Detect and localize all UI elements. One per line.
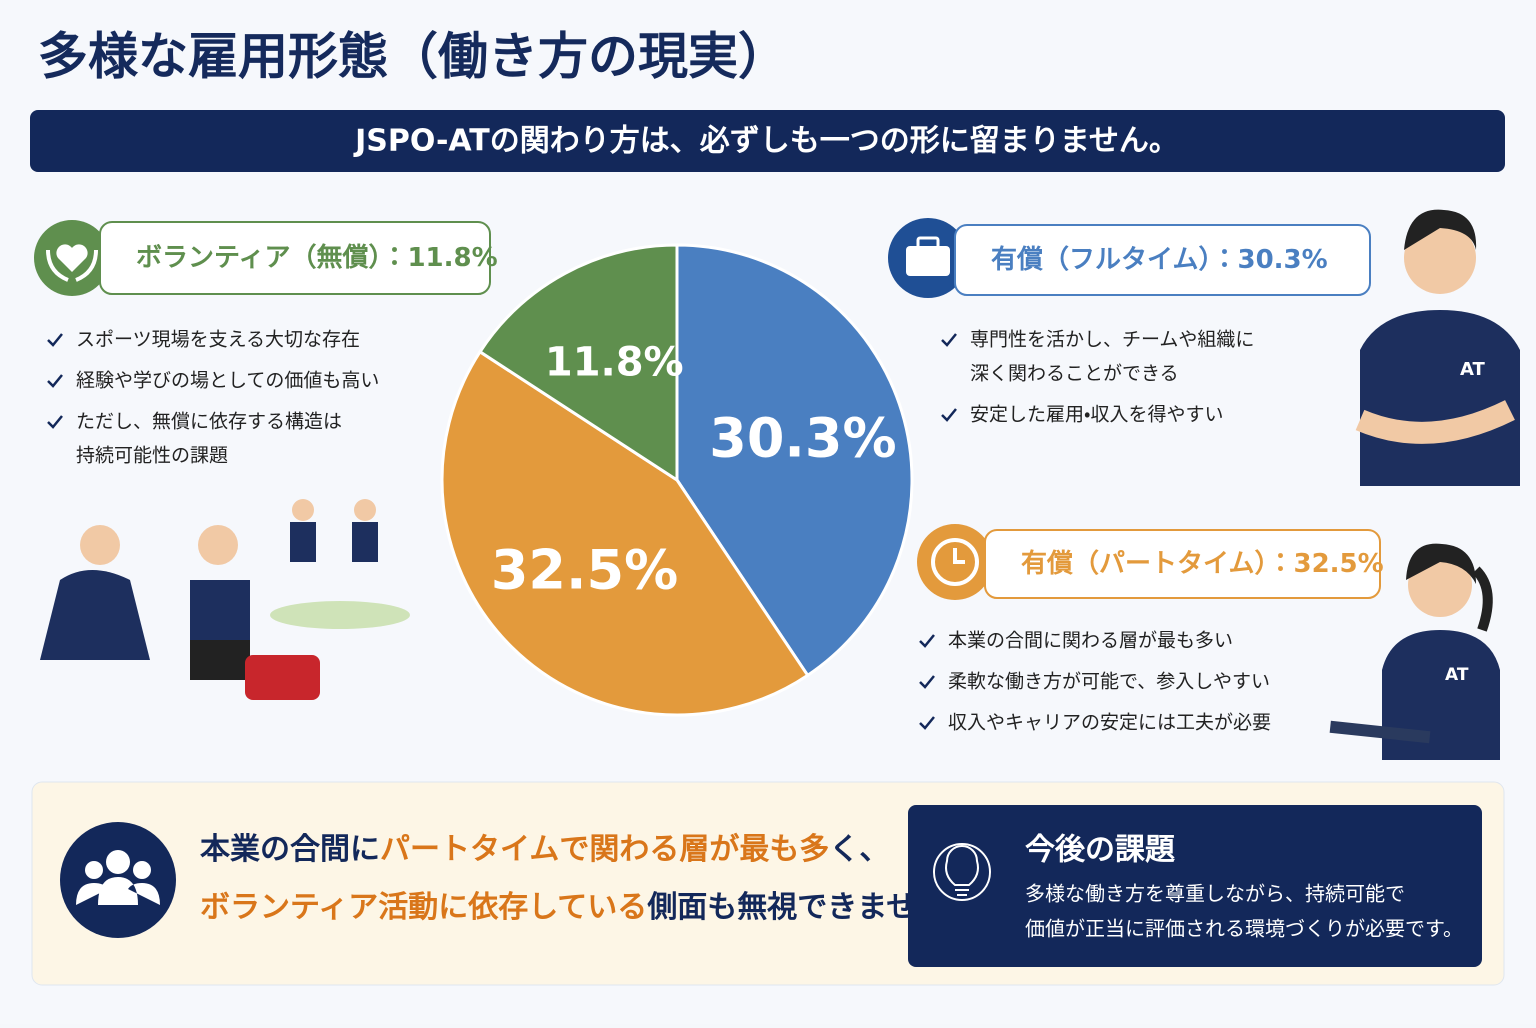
summary-segment: く、 [829,832,889,867]
bullet-text: 安定した雇用・収入を得やすい [970,404,1223,426]
check-mark [47,333,63,347]
clock-icon [917,524,993,600]
summary-segment: ボランティア活動に依存している [200,890,647,925]
bullet-text: 柔軟な働き方が可能で、参入しやすい [948,671,1270,693]
people-icon [60,822,176,938]
summary-segment: 本業の合間に [200,832,380,867]
callout-box [954,224,1371,296]
callout-box [984,529,1381,599]
bullet-text: 専門性を活かし、チームや組織に [970,329,1254,351]
challenge-box [908,805,1482,967]
volunteer-icon [34,220,110,296]
callout-category: ボランティア（無償） [136,243,381,273]
lightbulb-icon [933,843,991,901]
summary-line: ボランティア活動に依存している側面も無視できません。 [200,890,976,925]
bullet-text: スポーツ現場を支える大切な存在 [76,329,360,351]
bullet-text: 本業の合間に関わる層が最も多い [948,630,1233,652]
check-mark [919,675,935,689]
check-mark [919,716,935,730]
callout-box [99,221,491,295]
bullet-text: 深く関わることができる [970,363,1179,385]
check-mark [919,634,935,648]
bullet-text: ただし、無償に依存する構造は [76,411,342,433]
figure-label: AT [1460,359,1486,380]
figure-label: AT [1445,665,1469,685]
callout-separator: ： [381,243,407,273]
check-mark [47,374,63,388]
summary-segment: パートタイムで関わる層が最も多 [380,832,829,867]
trainer-figure: AT [1355,209,1520,486]
pie-slice [477,243,679,483]
bullet-text: 持続可能性の課題 [76,445,228,467]
callout-value: 11.8% [407,243,497,273]
pie-label: 11.8% [545,339,684,385]
callout-separator: ： [1211,245,1237,275]
challenge-text: 価値が正当に評価される環境づくりが必要です。 [1025,917,1463,941]
field-illustration [40,499,410,700]
pie-label: 32.5% [491,538,678,601]
check-mark [941,408,957,422]
callout-category: 有償（フルタイム） [991,245,1211,275]
challenge-title: 今後の課題 [1025,833,1175,868]
briefcase-icon [888,218,968,298]
callout-separator: ： [1267,549,1293,579]
callout-value: 32.5% [1294,549,1384,579]
challenge-text: 多様な働き方を尊重しながら、持続可能で [1025,882,1405,906]
callout-heading: 有償（パートタイム）：32.5% [1021,549,1384,579]
summary-line: 本業の合間にパートタイムで関わる層が最も多く、 [200,832,889,867]
pie-label: 30.3% [709,406,896,469]
pie-slice [440,349,810,717]
callout-heading: ボランティア（無償）：11.8% [136,243,498,273]
check-mark [941,333,957,347]
callout-value: 30.3% [1238,245,1328,275]
trainer-figure: AT [1329,543,1500,760]
callout-heading: 有償（フルタイム）：30.3% [991,245,1328,275]
callout-category: 有償（パートタイム） [1021,549,1267,579]
check-mark [47,415,63,429]
bullet-text: 経験や学びの場としての価値も高い [76,370,379,392]
banner-text: JSPO-ATの関わり方は、必ずしも一つの形に留まりません。 [353,124,1179,159]
page-title: 多様な雇用形態（働き方の現実） [38,28,788,86]
bullet-text: 収入やキャリアの安定には工夫が必要 [948,712,1271,734]
banner [30,110,1505,172]
